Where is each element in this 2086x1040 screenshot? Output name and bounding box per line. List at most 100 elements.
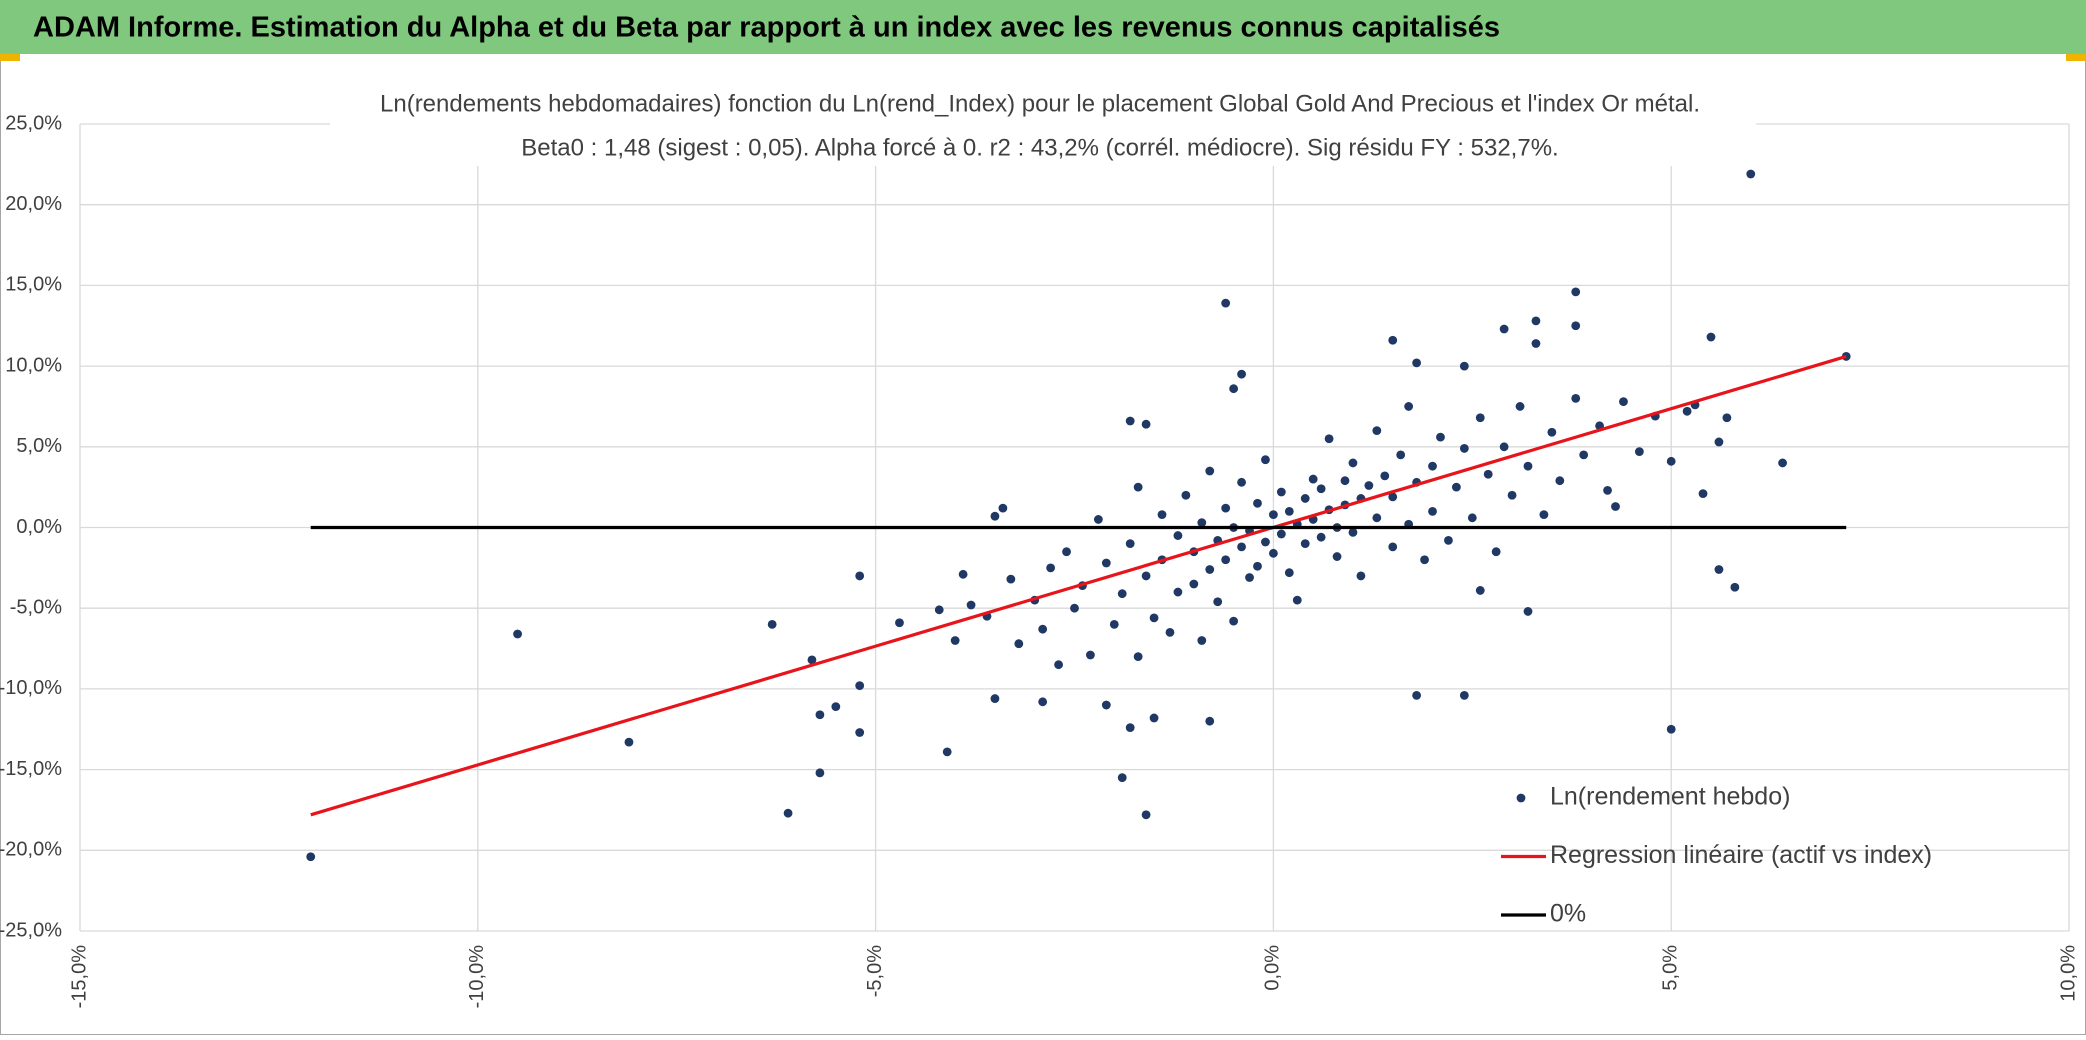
data-point: [1300, 539, 1310, 549]
plot: [306, 169, 1851, 862]
data-point: [1467, 513, 1477, 523]
data-point: [807, 655, 817, 665]
data-point: [1070, 603, 1079, 613]
legend-label: Ln(rendement hebdo): [1550, 783, 1790, 811]
corner: [2066, 54, 2086, 61]
data-point: [1396, 450, 1406, 460]
data-point: [513, 629, 522, 639]
data-point: [1221, 503, 1231, 513]
chart-title: Ln(rendements hebdomadaires) fonction du…: [380, 90, 1700, 117]
data-point: [1428, 461, 1437, 471]
data-point: [998, 503, 1008, 513]
data-point: [1531, 316, 1541, 326]
data-point: [1093, 515, 1103, 524]
data-point: [855, 681, 865, 691]
data-point: [1706, 332, 1716, 342]
data-point: [1125, 416, 1135, 426]
data-point: [1237, 477, 1246, 487]
data-point: [1269, 548, 1278, 558]
data-point: [1197, 636, 1207, 645]
y-tick-label: 25,0%: [5, 112, 62, 134]
data-point: [1420, 555, 1429, 565]
x-tick-label: 5,0%: [1659, 945, 1681, 991]
data-point: [1181, 490, 1191, 500]
data-point: [855, 571, 865, 581]
data-point: [1308, 474, 1318, 484]
legend-label: Regression linéaire (actif vs index): [1550, 841, 1932, 869]
data-point: [1133, 652, 1143, 662]
data-point: [1388, 335, 1398, 345]
data-point: [624, 737, 634, 747]
data-point: [1062, 547, 1071, 557]
legend-label: 0%: [1550, 900, 1586, 928]
grid: -25,0% -20,0% -15,0% -10,0% -5,0% 0,0% 5,0% 10,…: [0, 112, 2079, 1008]
data-point: [1253, 498, 1262, 508]
data-point: [1475, 413, 1485, 423]
data-point: [1778, 458, 1787, 468]
data-point: [950, 636, 960, 645]
data-point: [1436, 432, 1445, 442]
data-point: [1109, 619, 1119, 629]
data-point: [1189, 579, 1199, 589]
data-point: [1666, 724, 1676, 734]
data-point: [1173, 587, 1183, 597]
data-point: [815, 710, 825, 720]
data-point: [1547, 427, 1557, 437]
data-point: [1300, 494, 1310, 503]
title-background: [330, 86, 1756, 166]
data-point: [1086, 650, 1095, 660]
data-point: [1332, 552, 1342, 561]
data-point: [1173, 531, 1183, 540]
data-point: [1324, 434, 1334, 444]
data-point: [1157, 510, 1167, 519]
data-point: [1340, 476, 1350, 486]
data-point: [1388, 492, 1398, 502]
legend-marker: [1516, 793, 1526, 803]
data-point: [1165, 628, 1175, 637]
data-point: [1579, 450, 1589, 460]
data-point: [1698, 489, 1708, 499]
data-point: [1571, 321, 1581, 331]
data-point: [1356, 571, 1366, 581]
data-point: [1101, 700, 1111, 710]
data-point: [1141, 571, 1151, 581]
data-point: [1237, 542, 1246, 552]
series-line: [310, 354, 1847, 817]
header-bar: [0, 0, 2086, 54]
data-point: [942, 747, 952, 757]
data-point: [1149, 713, 1159, 723]
data-point: [1388, 542, 1398, 552]
data-point: [1006, 574, 1016, 584]
data-point: [1539, 510, 1549, 519]
y-tick-label: -10,0%: [0, 677, 62, 699]
y-tick-label: -20,0%: [0, 839, 62, 861]
data-point: [1451, 482, 1461, 492]
data-point: [815, 768, 825, 778]
data-point: [1682, 406, 1692, 416]
data-point: [1221, 298, 1231, 308]
data-point: [1348, 458, 1358, 468]
data-point: [1459, 361, 1469, 371]
data-point: [1205, 716, 1215, 726]
data-point: [1444, 536, 1453, 545]
data-point: [306, 852, 316, 862]
data-point: [1483, 469, 1493, 479]
data-point: [1714, 565, 1724, 574]
data-point: [1213, 597, 1223, 607]
chart-subtitle: Beta0 : 1,48 (sigest : 0,05). Alpha forc…: [521, 134, 1558, 161]
data-point: [1276, 529, 1286, 539]
y-tick-label: 20,0%: [5, 193, 62, 215]
data-point: [1149, 613, 1159, 623]
data-point: [1611, 502, 1620, 511]
corner: [0, 54, 20, 61]
data-point: [990, 694, 1000, 703]
y-tick-label: -5,0%: [10, 596, 62, 618]
data-point: [1014, 639, 1024, 649]
data-point: [1372, 426, 1382, 436]
data-point: [1475, 586, 1485, 595]
data-point: [1507, 490, 1517, 500]
data-point: [1531, 339, 1541, 348]
data-point: [934, 605, 944, 615]
